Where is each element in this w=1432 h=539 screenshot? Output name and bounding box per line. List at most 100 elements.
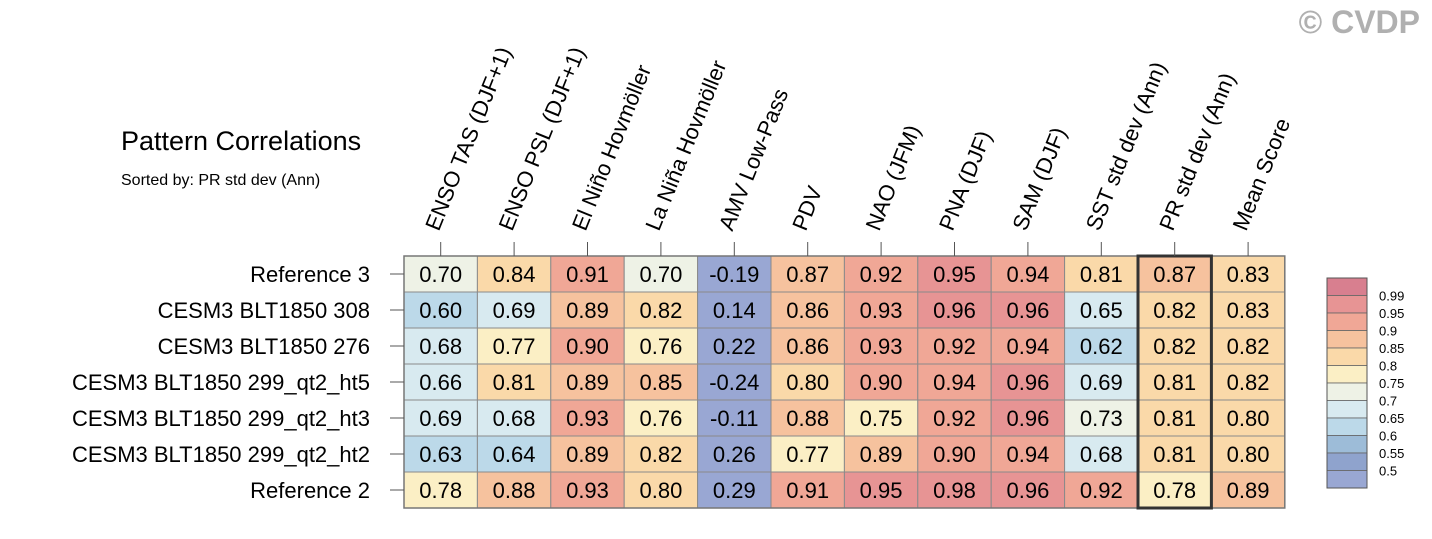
cell-value: 0.76	[639, 334, 682, 359]
column-label: PNA (DJF)	[934, 127, 997, 234]
row-label: Reference 2	[250, 478, 370, 503]
colorbar-swatch	[1326, 417, 1368, 436]
cell-value: 0.68	[419, 334, 462, 359]
cell-value: 0.90	[933, 442, 976, 467]
colorbar-label: 0.85	[1379, 341, 1404, 356]
cell-value: 0.94	[1006, 442, 1049, 467]
column-label: Mean Score	[1228, 115, 1296, 234]
cell-value: 0.98	[933, 478, 976, 503]
cell-value: 0.82	[1227, 370, 1270, 395]
heatmap-cell	[843, 363, 919, 401]
cell-value: 0.84	[493, 262, 536, 287]
cell-value: 0.76	[639, 406, 682, 431]
chart-subtitle: Sorted by: PR std dev (Ann)	[121, 172, 321, 189]
colorbar-label: 0.95	[1379, 306, 1404, 321]
cell-value: 0.85	[639, 370, 682, 395]
heatmap-cell	[476, 363, 552, 401]
heatmap-cell	[403, 363, 478, 401]
colorbar-label: 0.75	[1379, 376, 1404, 391]
heatmap-cell	[1210, 471, 1286, 509]
cell-value: 0.77	[493, 334, 536, 359]
cell-value: 0.96	[1006, 478, 1049, 503]
heatmap-cell	[1137, 399, 1212, 437]
colorbar-swatch	[1326, 470, 1368, 489]
cell-value: 0.89	[1227, 478, 1270, 503]
cell-value: 0.82	[1153, 298, 1196, 323]
colorbar-swatch	[1326, 452, 1368, 471]
cell-value: 0.96	[1006, 298, 1049, 323]
cell-value: 0.81	[1153, 442, 1196, 467]
cell-value: 0.69	[1080, 370, 1123, 395]
cell-value: 0.80	[1227, 442, 1270, 467]
cell-value: 0.82	[639, 298, 682, 323]
cell-value: 0.93	[860, 298, 903, 323]
heatmap-cell	[917, 399, 992, 437]
heatmap-cell	[1137, 255, 1212, 293]
cell-value: 0.86	[786, 334, 829, 359]
cell-value: 0.62	[1080, 334, 1123, 359]
heatmap-cell	[623, 471, 699, 509]
cell-value: 0.81	[1153, 406, 1196, 431]
column-label: NAO (JFM)	[861, 121, 926, 233]
cell-value: 0.90	[566, 334, 609, 359]
cell-value: 0.75	[860, 406, 903, 431]
cell-value: 0.73	[1080, 406, 1123, 431]
heatmap-cell	[403, 399, 478, 437]
heatmap-cell	[697, 471, 772, 509]
colorbar-swatch	[1326, 347, 1368, 366]
chart-title: Pattern Correlations	[121, 126, 362, 156]
heatmap-cell	[1064, 327, 1139, 365]
row-label: Reference 3	[250, 262, 370, 287]
column-label: SST std dev (Ann)	[1081, 58, 1171, 234]
cell-value: 0.63	[419, 442, 462, 467]
cell-value: 0.69	[493, 298, 536, 323]
colorbar-swatch	[1326, 365, 1368, 384]
colorbar-label: 0.65	[1379, 411, 1404, 426]
colorbar-swatch	[1326, 435, 1368, 454]
cell-value: 0.60	[419, 298, 462, 323]
cell-value: -0.19	[709, 262, 759, 287]
cell-value: -0.11	[710, 406, 759, 431]
colorbar-label: 0.9	[1379, 324, 1397, 339]
cell-value: 0.95	[933, 262, 976, 287]
colorbar-swatch	[1326, 277, 1368, 296]
cell-value: 0.81	[493, 370, 536, 395]
colorbar-label: 0.6	[1379, 429, 1397, 444]
row-label: CESM3 BLT1850 299_qt2_ht5	[72, 370, 370, 395]
cell-value: 0.29	[713, 478, 756, 503]
cell-value: 0.89	[860, 442, 903, 467]
heatmap-cell	[697, 291, 772, 329]
heatmap-cell	[550, 327, 625, 365]
cell-value: 0.94	[1006, 262, 1049, 287]
colorbar-label: 0.5	[1379, 464, 1397, 479]
cell-value: -0.24	[709, 370, 759, 395]
heatmap-cell	[623, 327, 699, 365]
heatmap-cell	[1210, 255, 1286, 293]
cell-value: 0.89	[566, 442, 609, 467]
heatmap-cell	[843, 435, 919, 473]
cell-value: 0.83	[1227, 262, 1270, 287]
cell-value: 0.78	[1153, 478, 1196, 503]
cell-value: 0.93	[566, 406, 609, 431]
cell-value: 0.94	[1006, 334, 1049, 359]
heatmap-cell	[1137, 291, 1212, 329]
cell-value: 0.93	[566, 478, 609, 503]
cell-value: 0.86	[786, 298, 829, 323]
heatmap-cell	[403, 435, 478, 473]
column-label: PDV	[787, 182, 827, 234]
cell-value: 0.82	[1227, 334, 1270, 359]
cell-value: 0.95	[860, 478, 903, 503]
cell-value: 0.96	[1006, 406, 1049, 431]
heatmap-cell	[770, 291, 845, 329]
cell-value: 0.92	[1080, 478, 1123, 503]
cell-value: 0.92	[860, 262, 903, 287]
row-label: CESM3 BLT1850 308	[158, 298, 370, 323]
heatmap-cell	[1064, 363, 1139, 401]
cell-value: 0.96	[933, 298, 976, 323]
colorbar-label: 0.7	[1379, 394, 1397, 409]
heatmap-cell	[770, 471, 845, 509]
cell-value: 0.69	[419, 406, 462, 431]
heatmap-cell	[917, 435, 992, 473]
cell-value: 0.82	[1153, 334, 1196, 359]
